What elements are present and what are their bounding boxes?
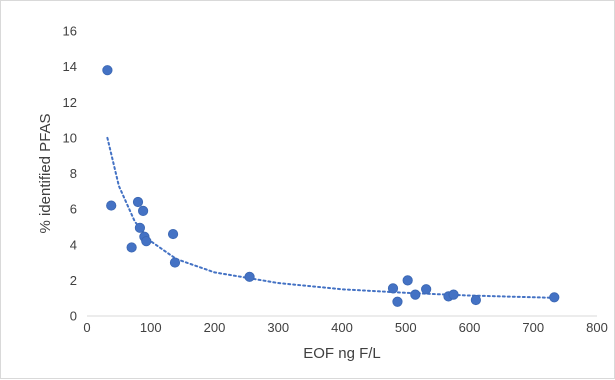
x-axis-title: EOF ng F/L bbox=[303, 345, 381, 362]
y-tick-label: 0 bbox=[70, 309, 77, 324]
data-point bbox=[169, 257, 181, 268]
data-point bbox=[106, 200, 117, 211]
x-tick-label: 500 bbox=[395, 320, 417, 335]
data-point bbox=[470, 294, 481, 306]
data-point bbox=[102, 65, 113, 76]
y-axis-title: % identified PFAS bbox=[37, 113, 54, 233]
data-point bbox=[421, 284, 432, 295]
x-axis-ticks: 0 100 200 300 400 500 600 700 800 bbox=[83, 320, 607, 335]
x-tick-label: 200 bbox=[204, 320, 226, 335]
x-tick-label: 0 bbox=[83, 320, 90, 335]
y-tick-label: 14 bbox=[63, 59, 77, 74]
y-tick-label: 12 bbox=[63, 95, 77, 110]
data-point bbox=[392, 296, 403, 307]
data-point bbox=[387, 283, 399, 294]
y-tick-label: 2 bbox=[70, 273, 77, 288]
y-tick-label: 6 bbox=[70, 202, 77, 217]
y-tick-label: 16 bbox=[63, 24, 77, 39]
trendline bbox=[106, 136, 556, 299]
x-tick-label: 700 bbox=[522, 320, 544, 335]
data-point bbox=[402, 275, 413, 286]
x-tick-label: 300 bbox=[267, 320, 289, 335]
data-point bbox=[141, 236, 152, 247]
data-point bbox=[126, 242, 137, 253]
data-point bbox=[549, 292, 560, 303]
data-point bbox=[138, 205, 149, 217]
data-point bbox=[132, 196, 144, 208]
data-point bbox=[410, 289, 421, 300]
y-tick-label: 4 bbox=[70, 237, 77, 252]
y-tick-label: 10 bbox=[63, 130, 77, 145]
x-tick-label: 100 bbox=[140, 320, 162, 335]
data-point bbox=[244, 271, 255, 282]
x-tick-label: 600 bbox=[459, 320, 481, 335]
y-axis-ticks: 0 2 4 6 8 10 12 14 16 bbox=[63, 24, 77, 324]
x-tick-label: 800 bbox=[586, 320, 608, 335]
x-tick-label: 400 bbox=[331, 320, 353, 335]
data-point bbox=[448, 289, 459, 300]
data-point bbox=[134, 222, 146, 233]
y-tick-label: 8 bbox=[70, 166, 77, 181]
data-point bbox=[167, 228, 179, 240]
data-points bbox=[102, 65, 560, 307]
